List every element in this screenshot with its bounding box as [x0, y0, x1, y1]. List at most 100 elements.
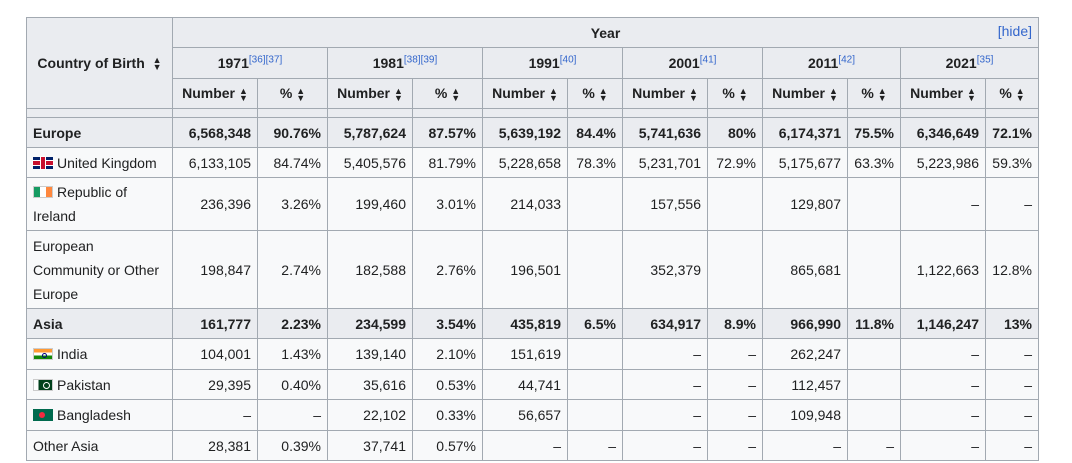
year-label: 2021: [945, 55, 977, 71]
sort-icon[interactable]: ▲ ▼: [152, 55, 162, 73]
table-row: United Kingdom 6,133,105 84.74% 5,405,576 81…: [26, 147, 1039, 178]
uk-flag-icon: [33, 156, 53, 169]
number-cell: 157,556: [622, 177, 708, 231]
table-row: Other Asia 28,381 0.39% 37,741 0.57% – – – – – – – –: [26, 430, 1039, 461]
reference-link[interactable]: [41]: [699, 54, 717, 66]
number-header-1981[interactable]: Number ▲ ▼: [327, 78, 413, 109]
table-row: European Community or Other Europe 198,84…: [26, 230, 1039, 309]
country-of-birth-header[interactable]: Country of Birth ▲ ▼: [26, 17, 173, 109]
number-cell: 129,807: [762, 177, 848, 231]
percent-cell: [707, 177, 763, 231]
percent-cell: 2.10%: [412, 338, 483, 370]
percent-cell: 0.53%: [412, 369, 483, 400]
percent-cell: 6.5%: [567, 308, 623, 339]
sort-icon[interactable]: ▲ ▼: [598, 85, 608, 103]
number-cell: –: [900, 338, 986, 370]
number-cell: –: [900, 369, 986, 400]
percent-cell: –: [985, 369, 1039, 400]
percent-cell: 11.8%: [847, 308, 901, 339]
number-cell: 262,247: [762, 338, 848, 370]
number-cell: 112,457: [762, 369, 848, 400]
sort-icon[interactable]: ▲ ▼: [296, 85, 306, 103]
sort-icon[interactable]: ▲ ▼: [688, 85, 698, 103]
number-cell: 1,122,663: [900, 230, 986, 309]
year-header-1981: 1981[38][39]: [327, 47, 483, 79]
percent-cell: 3.26%: [257, 177, 328, 231]
country-cell: Other Asia: [26, 430, 173, 461]
sort-icon[interactable]: ▲ ▼: [548, 85, 558, 103]
percent-header-1991[interactable]: % ▲ ▼: [567, 78, 623, 109]
percent-cell: 2.23%: [257, 308, 328, 339]
percent-cell: 63.3%: [847, 147, 901, 178]
percent-cell: –: [567, 430, 623, 461]
country-name[interactable]: Bangladesh: [57, 407, 131, 423]
country-name[interactable]: India: [57, 346, 88, 362]
percent-cell: [847, 177, 901, 231]
sort-icon[interactable]: ▲ ▼: [738, 85, 748, 103]
number-cell: –: [622, 430, 708, 461]
percent-cell: 0.40%: [257, 369, 328, 400]
number-cell: 6,133,105: [172, 147, 258, 178]
percent-cell: –: [707, 369, 763, 400]
number-cell: –: [622, 399, 708, 431]
number-cell: –: [762, 430, 848, 461]
percent-cell: 80%: [707, 117, 763, 148]
percent-header-1971[interactable]: % ▲ ▼: [257, 78, 328, 109]
spacer-row: [26, 108, 1039, 118]
reference-link[interactable]: [40]: [559, 54, 577, 66]
percent-cell: [567, 177, 623, 231]
year-label: 1971: [217, 55, 249, 71]
percent-cell: –: [985, 399, 1039, 431]
year-header-1971: 1971[36][37]: [172, 47, 328, 79]
percent-header-2021[interactable]: % ▲ ▼: [985, 78, 1039, 109]
number-cell: 5,741,636: [622, 117, 708, 148]
hide-link[interactable]: [hide]: [997, 23, 1032, 39]
number-cell: 6,346,649: [900, 117, 986, 148]
reference-link[interactable]: [35]: [976, 54, 994, 66]
percent-header-1981[interactable]: % ▲ ▼: [412, 78, 483, 109]
percent-header-2001[interactable]: % ▲ ▼: [707, 78, 763, 109]
country-name[interactable]: United Kingdom: [57, 154, 157, 171]
ireland-flag-icon: [33, 186, 53, 198]
country-name[interactable]: Pakistan: [57, 376, 111, 393]
percent-cell: [847, 230, 901, 309]
sort-icon[interactable]: ▲ ▼: [1015, 85, 1025, 103]
sort-icon[interactable]: ▲ ▼: [877, 85, 887, 103]
percent-cell: 0.39%: [257, 430, 328, 461]
sort-icon[interactable]: ▲ ▼: [238, 85, 248, 103]
number-cell: 966,990: [762, 308, 848, 339]
country-cell: European Community or Other Europe: [26, 230, 173, 309]
percent-header-2011[interactable]: % ▲ ▼: [847, 78, 901, 109]
number-cell: 44,741: [482, 369, 568, 400]
percent-cell: 87.57%: [412, 117, 483, 148]
number-cell: 236,396: [172, 177, 258, 231]
sort-icon[interactable]: ▲ ▼: [393, 85, 403, 103]
percent-cell: 3.01%: [412, 177, 483, 231]
reference-link[interactable]: [36][37]: [248, 54, 283, 66]
sort-icon[interactable]: ▲ ▼: [451, 85, 461, 103]
sort-icon[interactable]: ▲ ▼: [828, 85, 838, 103]
percent-cell: [847, 338, 901, 370]
reference-link[interactable]: [38][39]: [403, 54, 438, 66]
country-name[interactable]: Republic of Ireland: [33, 184, 128, 224]
number-header-1991[interactable]: Number ▲ ▼: [482, 78, 568, 109]
number-cell: 6,568,348: [172, 117, 258, 148]
number-header-1971[interactable]: Number ▲ ▼: [172, 78, 258, 109]
percent-cell: [567, 230, 623, 309]
number-cell: 865,681: [762, 230, 848, 309]
number-cell: 5,639,192: [482, 117, 568, 148]
number-cell: 22,102: [327, 399, 413, 431]
population-by-birth-table: Country of Birth ▲ ▼ Year [hide] 1971[36]…: [26, 17, 1039, 461]
year-label: 2001: [668, 55, 700, 71]
number-header-2001[interactable]: Number ▲ ▼: [622, 78, 708, 109]
percent-cell: –: [985, 430, 1039, 461]
percent-cell: [567, 399, 623, 431]
number-cell: 161,777: [172, 308, 258, 339]
number-header-2011[interactable]: Number ▲ ▼: [762, 78, 848, 109]
number-header-2021[interactable]: Number ▲ ▼: [900, 78, 986, 109]
reference-link[interactable]: [42]: [838, 54, 856, 66]
sort-icon[interactable]: ▲ ▼: [966, 85, 976, 103]
region-row: Europe 6,568,348 90.76% 5,787,624 87.57% 5,63…: [26, 117, 1039, 148]
percent-cell: [567, 369, 623, 400]
number-cell: 182,588: [327, 230, 413, 309]
